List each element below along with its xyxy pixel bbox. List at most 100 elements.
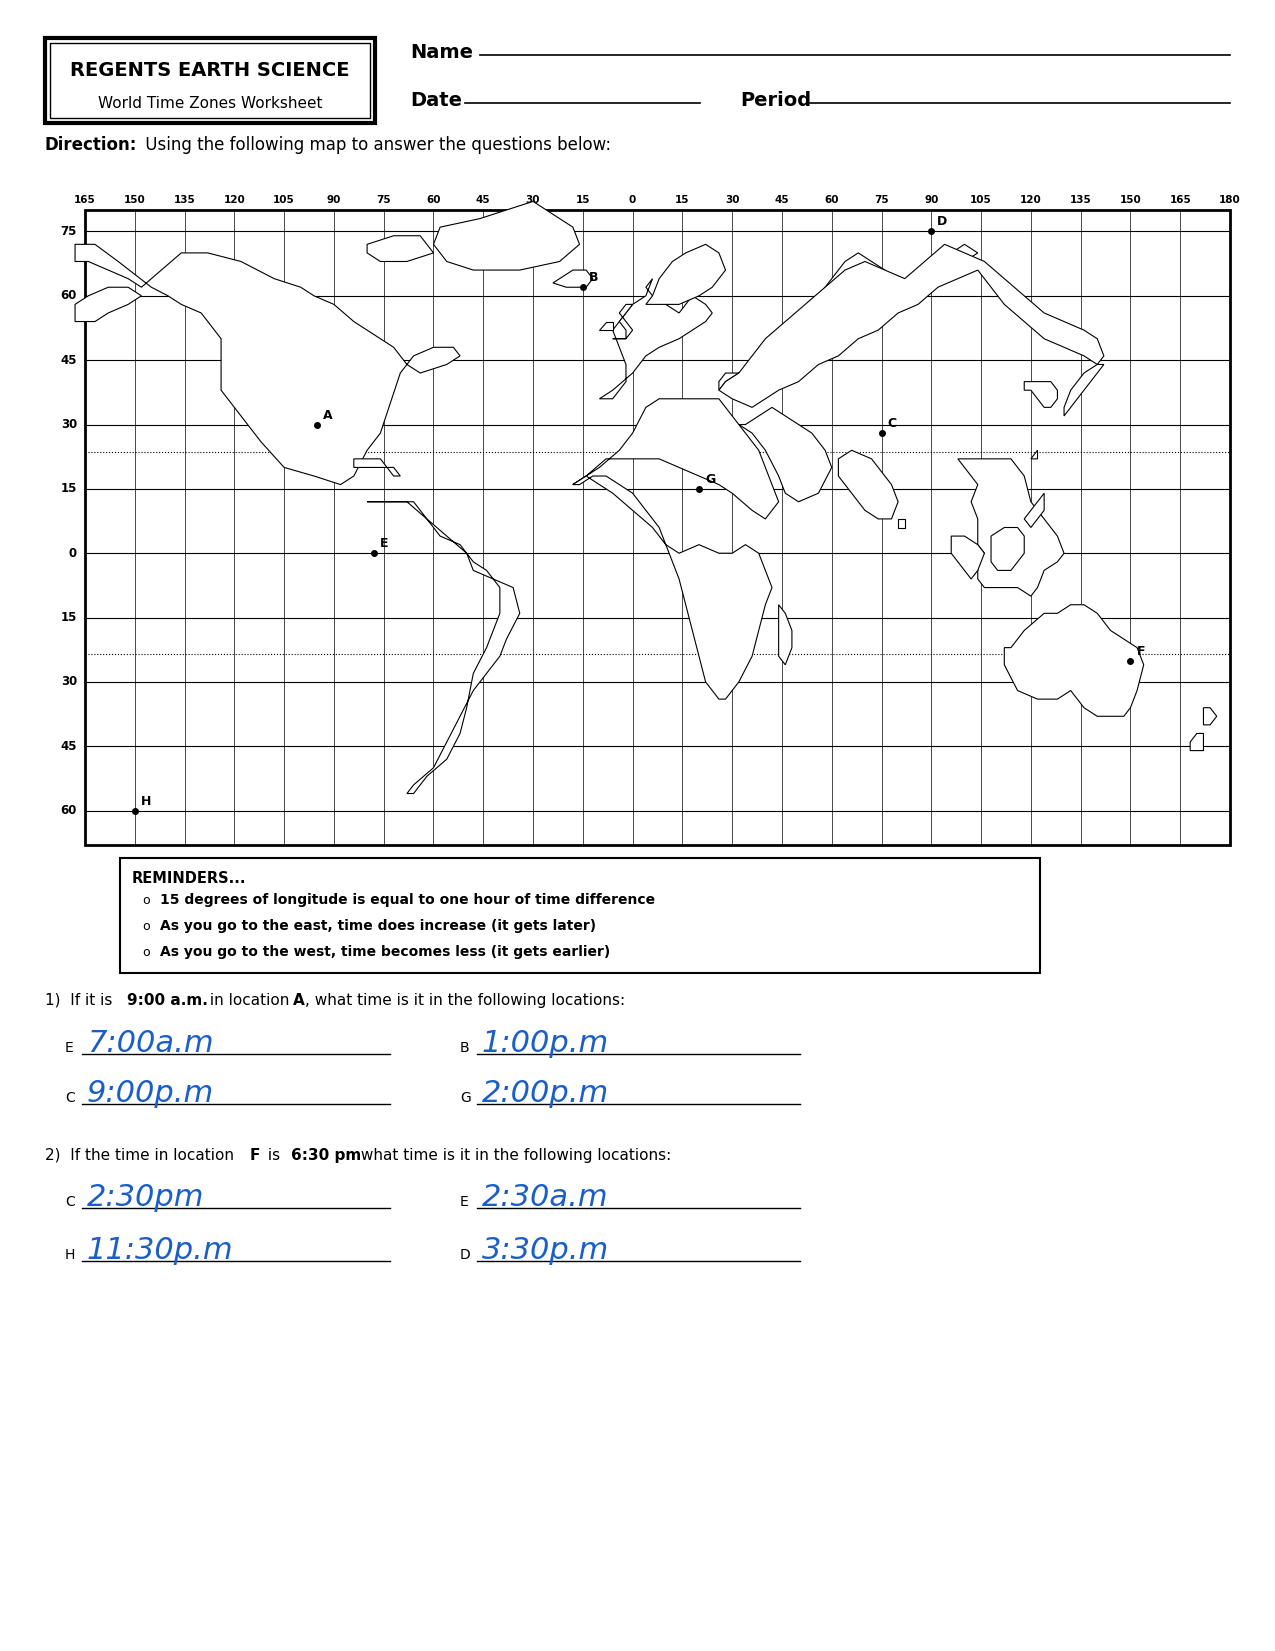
Text: 15: 15 [61,611,76,624]
Text: G: G [460,1091,470,1105]
Polygon shape [434,201,580,271]
Polygon shape [599,279,713,400]
Text: E: E [460,1195,469,1209]
Text: A: A [293,992,305,1007]
Text: 2:00p.m: 2:00p.m [482,1078,609,1108]
Polygon shape [1204,708,1216,725]
Bar [50,43,370,117]
Polygon shape [599,322,613,330]
Text: 6:30 pm: 6:30 pm [291,1147,361,1162]
Text: 45: 45 [476,195,491,205]
Text: 60: 60 [426,195,441,205]
Text: F: F [1136,644,1145,657]
Polygon shape [388,467,400,475]
Text: 9:00p.m: 9:00p.m [87,1078,214,1108]
Text: 90: 90 [924,195,938,205]
Text: 15: 15 [575,195,590,205]
Text: o: o [142,893,149,906]
Text: 75: 75 [376,195,391,205]
Bar [45,38,375,124]
Text: in location: in location [205,992,295,1007]
Text: 0: 0 [629,195,636,205]
Polygon shape [1024,494,1044,528]
Text: 30: 30 [61,675,76,688]
Text: 60: 60 [825,195,839,205]
Polygon shape [75,244,460,485]
Text: 150: 150 [1119,195,1141,205]
Text: 165: 165 [74,195,96,205]
Text: REMINDERS...: REMINDERS... [133,870,246,885]
Text: A: A [324,408,333,421]
Text: 15: 15 [676,195,690,205]
Text: 2)  If the time in location: 2) If the time in location [45,1147,238,1162]
Text: 45: 45 [775,195,789,205]
Text: C: C [65,1195,75,1209]
Text: what time is it in the following locations:: what time is it in the following locatio… [356,1147,671,1162]
Polygon shape [1024,381,1057,408]
Polygon shape [367,236,434,261]
Text: 3:30p.m: 3:30p.m [482,1235,609,1265]
Polygon shape [1190,733,1204,751]
Text: 7:00a.m: 7:00a.m [87,1029,214,1058]
Text: 30: 30 [525,195,541,205]
Text: 120: 120 [1020,195,1042,205]
Polygon shape [738,408,831,502]
Text: 45: 45 [60,353,76,367]
Text: H: H [140,794,152,807]
Text: E: E [65,1042,74,1055]
Polygon shape [367,502,520,794]
Text: 60: 60 [61,804,76,817]
Text: Direction:: Direction: [45,135,138,154]
Polygon shape [1065,365,1104,416]
Text: 75: 75 [875,195,889,205]
Polygon shape [991,528,1024,570]
Text: Date: Date [411,91,462,109]
Text: 180: 180 [1219,195,1241,205]
Polygon shape [354,459,388,467]
Text: 90: 90 [326,195,342,205]
Text: 11:30p.m: 11:30p.m [87,1235,233,1265]
Text: G: G [705,472,715,485]
Text: 15: 15 [61,482,76,495]
Text: D: D [937,215,947,228]
Bar [120,859,1040,972]
Text: B: B [460,1042,469,1055]
Text: 105: 105 [273,195,295,205]
Text: C: C [65,1091,75,1105]
Text: 2:30a.m: 2:30a.m [482,1182,608,1212]
Text: Using the following map to answer the questions below:: Using the following map to answer the qu… [140,135,611,154]
Polygon shape [1005,604,1144,717]
Text: REGENTS EARTH SCIENCE: REGENTS EARTH SCIENCE [70,61,349,79]
Text: 135: 135 [1070,195,1091,205]
Text: E: E [380,537,389,550]
Text: 105: 105 [970,195,992,205]
Text: D: D [460,1248,470,1261]
Polygon shape [719,244,1104,408]
Polygon shape [958,459,1065,596]
Polygon shape [951,537,984,580]
Polygon shape [572,400,779,518]
Text: As you go to the west, time becomes less (it gets earlier): As you go to the west, time becomes less… [159,944,611,959]
Polygon shape [719,244,978,390]
Polygon shape [572,475,771,698]
Polygon shape [898,518,905,528]
Text: 150: 150 [124,195,145,205]
Polygon shape [613,304,632,338]
Text: 165: 165 [1169,195,1191,205]
Text: C: C [887,418,896,431]
Text: 30: 30 [61,418,76,431]
Text: 45: 45 [60,740,76,753]
Polygon shape [75,287,142,322]
Text: o: o [142,920,149,933]
Text: 75: 75 [61,225,76,238]
Text: 135: 135 [173,195,195,205]
Text: 1:00p.m: 1:00p.m [482,1029,609,1058]
Polygon shape [1031,451,1038,459]
Text: is: is [263,1147,286,1162]
Text: F: F [250,1147,260,1162]
Text: Name: Name [411,43,473,61]
Polygon shape [779,604,792,665]
Polygon shape [839,451,898,518]
Text: H: H [65,1248,75,1261]
Text: 2:30pm: 2:30pm [87,1182,204,1212]
